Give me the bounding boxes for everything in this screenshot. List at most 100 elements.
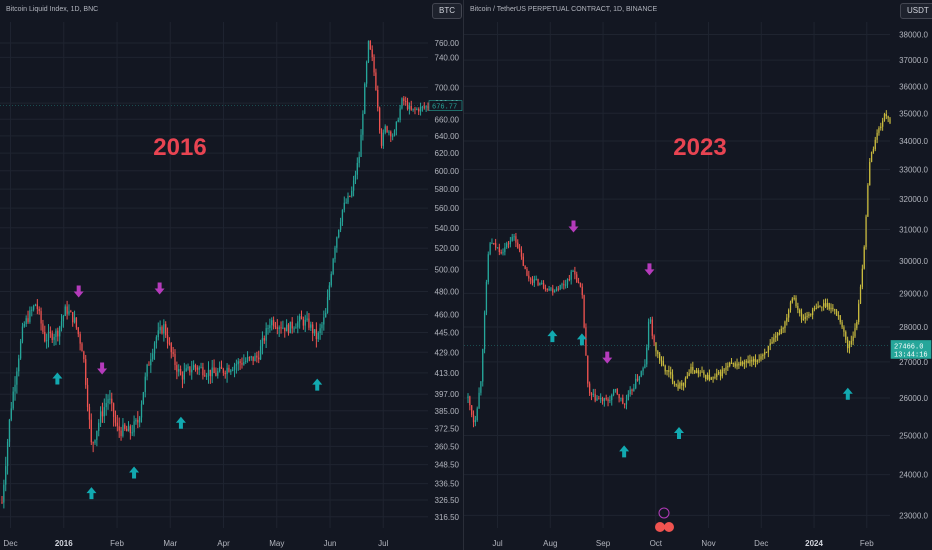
symbol-button[interactable]: USDT	[900, 3, 932, 19]
candle-body	[830, 307, 832, 310]
candle-body	[708, 374, 711, 380]
candle-body	[660, 360, 663, 362]
candle-body	[343, 202, 345, 210]
candle-body	[66, 306, 68, 314]
up-arrow-marker	[619, 445, 630, 458]
candle-body	[802, 318, 805, 320]
up-arrow-marker	[175, 416, 186, 429]
candle-body	[55, 330, 57, 338]
candle-body	[349, 195, 351, 197]
candle-body	[382, 132, 385, 146]
candle-body	[590, 393, 593, 395]
candle-body	[393, 130, 396, 136]
candle-body	[254, 355, 256, 362]
candle-body	[741, 361, 744, 365]
candle-body	[321, 324, 323, 329]
candle-body	[557, 288, 559, 290]
candle-body	[312, 324, 314, 334]
candle-body	[854, 328, 856, 337]
y-tick-label: 660.00	[435, 115, 460, 124]
chart-canvas-2016[interactable]: 760.00740.00700.00680.00660.00640.00620.…	[0, 0, 463, 550]
candle-body	[405, 100, 407, 102]
event-flag-icon	[664, 522, 674, 532]
candle-body	[885, 113, 887, 117]
candle-body	[241, 362, 243, 365]
candle-body	[414, 108, 416, 110]
candle-body	[274, 326, 277, 328]
chart-canvas-2023[interactable]: 38000.0 37000.0 36000.0 35000.0 34000.0 33000…	[464, 0, 932, 550]
y-tick-label: 38000.0	[899, 31, 928, 40]
candle-body	[25, 318, 27, 325]
candle-body	[800, 313, 803, 320]
candle-body	[81, 343, 83, 352]
candle-body	[795, 297, 797, 306]
candle-body	[526, 268, 528, 276]
candle-body	[504, 247, 506, 253]
candle-body	[179, 368, 182, 375]
x-tick-label: Jul	[492, 539, 502, 548]
candle-body	[79, 334, 81, 344]
candle-body	[469, 396, 471, 406]
candle-body	[388, 131, 390, 133]
candle-body	[308, 318, 310, 328]
candle-body	[644, 364, 646, 369]
y-tick-label: 37000.0	[899, 56, 928, 65]
candle-body	[758, 359, 760, 361]
y-tick-label: 520.00	[435, 244, 460, 253]
candle-body	[533, 279, 535, 283]
candle-body	[70, 311, 72, 313]
symbol-button[interactable]: BTC	[432, 3, 462, 19]
candle-body	[507, 243, 510, 245]
candle-body	[83, 351, 85, 360]
candle-body	[323, 317, 325, 325]
candle-body	[345, 202, 347, 204]
candle-body	[627, 394, 629, 401]
candle-body	[642, 368, 644, 372]
candle-body	[553, 290, 556, 293]
up-arrow-marker	[312, 378, 323, 391]
candle-body	[315, 329, 318, 340]
down-arrow-marker	[644, 263, 655, 276]
x-tick-label: Apr	[217, 539, 230, 548]
candle-body	[27, 318, 29, 322]
candle-body	[561, 284, 563, 286]
candle-body	[103, 407, 105, 417]
candle-body	[765, 352, 768, 354]
candle-body	[399, 108, 401, 121]
candle-body	[354, 174, 357, 181]
candle-body	[767, 345, 770, 353]
candle-body	[544, 287, 547, 289]
candle-body	[574, 270, 576, 275]
candle-body	[367, 40, 370, 62]
candle-body	[313, 329, 316, 334]
year-annotation: 2023	[673, 134, 726, 161]
candle-body	[16, 371, 18, 385]
candle-body	[170, 343, 172, 353]
candle-body	[140, 404, 143, 418]
candle-body	[86, 384, 89, 408]
y-tick-label: 385.00	[435, 407, 460, 416]
candle-body	[269, 325, 271, 328]
candle-body	[362, 113, 364, 135]
y-tick-label: 740.00	[435, 53, 460, 62]
x-tick-label: Jun	[324, 539, 337, 548]
candle-body	[524, 265, 526, 269]
candle-body	[769, 343, 771, 346]
candle-body	[863, 246, 865, 269]
y-tick-label: 429.00	[435, 348, 460, 357]
chart-pane-2016[interactable]: Bitcoin Liquid Index, 1D, BNC BTC 760.00…	[0, 0, 464, 550]
y-tick-label: 397.00	[435, 390, 460, 399]
candle-body	[202, 367, 204, 376]
candle-body	[730, 362, 733, 364]
candle-body	[811, 309, 814, 316]
chart-pane-2023[interactable]: Bitcoin / TetherUS PERPETUAL CONTRACT, 1…	[464, 0, 932, 550]
candle-body	[776, 333, 779, 336]
candle-body	[42, 323, 44, 332]
candle-body	[196, 367, 198, 370]
y-tick-label: 326.50	[435, 496, 460, 505]
y-tick-label: 372.50	[435, 425, 460, 434]
y-tick-label: 360.50	[435, 442, 460, 451]
candle-body	[537, 278, 539, 286]
candle-body	[380, 130, 383, 146]
candle-body	[245, 360, 247, 362]
